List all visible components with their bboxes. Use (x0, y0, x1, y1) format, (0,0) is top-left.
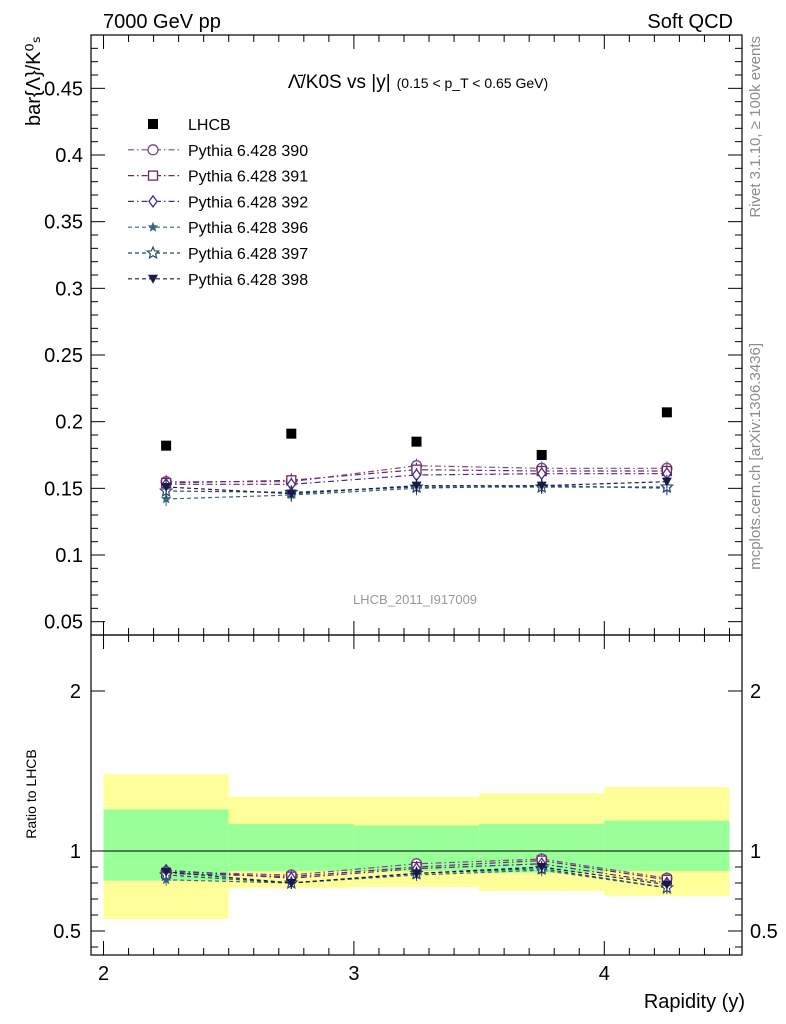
y-tick-label: 0.2 (55, 412, 83, 434)
ratio-point-p398 (661, 880, 672, 890)
y-axis-label-main: bar{Λ}/K⁰ₛ (23, 36, 45, 126)
series-line-p392 (166, 473, 667, 485)
point-p396 (160, 493, 172, 504)
legend-label-p392: Pythia 6.428 392 (188, 194, 308, 211)
y-tick-label: 0.15 (44, 478, 83, 500)
x-axis-label: Rapidity (y) (644, 991, 745, 1013)
legend-marker-p396 (147, 221, 159, 232)
legend-label-p390: Pythia 6.428 390 (188, 143, 308, 160)
band-inner-4 (604, 820, 730, 871)
y-tick-label: 0.05 (44, 612, 83, 634)
y-tick-label: 0.4 (55, 145, 83, 167)
ratio-y-tick-label-right: 2 (750, 681, 761, 703)
legend-marker-p397 (145, 245, 161, 260)
y-tick-label: 0.3 (55, 278, 83, 300)
ratio-line-p392 (166, 863, 667, 884)
legend-marker-lhcb (148, 119, 158, 129)
y-tick-label: 0.35 (44, 212, 83, 234)
legend: LHCB Pythia 6.428 390 Pythia 6.428 391 Pyth… (128, 117, 308, 289)
point-p398 (286, 489, 297, 499)
ratio-point-p398 (161, 867, 172, 877)
band-inner-1 (228, 823, 354, 871)
ratio-point-p398 (536, 863, 547, 872)
ratio-y-tick-label: 0.5 (53, 921, 81, 943)
legend-marker-p398 (148, 274, 158, 284)
watermark: LHCB_2011_I917009 (353, 592, 477, 607)
series-line-p391 (166, 469, 667, 484)
side-text-bottom: mcplots.cern.ch [arXiv:1306.3436] (747, 343, 764, 570)
legend-marker-p390 (147, 144, 159, 156)
y-tick-label: 0.45 (44, 78, 83, 100)
point-p398 (536, 481, 547, 491)
ratio-y-tick-label-right: 0.5 (750, 921, 778, 943)
legend-label-p397: Pythia 6.428 397 (188, 246, 308, 263)
point-p398 (411, 481, 422, 491)
point-lhcb (286, 428, 297, 439)
ratio-point-p398 (411, 869, 422, 879)
y-axis-label-ratio: Ratio to LHCB (23, 749, 39, 838)
x-tick-label: 4 (599, 963, 610, 985)
y-tick-label: 0.25 (44, 345, 83, 367)
plot-title-main: Λ̄/K0S vs |y| (288, 72, 391, 93)
ratio-line-p390 (166, 858, 667, 879)
side-text-top: Rivet 3.1.10, ≥ 100k events (747, 36, 764, 218)
plot-title-sub: (0.15 < p_T < 0.65 GeV) (397, 75, 549, 91)
legend-label-lhcb: LHCB (188, 117, 231, 134)
y-tick-label: 0.1 (55, 545, 83, 567)
ratio-y-tick-label: 2 (70, 681, 81, 703)
plot-title: Λ̄/K0S vs |y| (0.15 < p_T < 0.65 GeV) (288, 72, 548, 93)
header-right: Soft QCD (647, 11, 733, 33)
x-tick-label: 2 (98, 963, 109, 985)
point-lhcb (161, 440, 172, 451)
legend-label-p396: Pythia 6.428 396 (188, 220, 308, 237)
legend-marker-p392 (148, 194, 158, 209)
header-left: 7000 GeV pp (103, 11, 221, 33)
legend-label-p398: Pythia 6.428 398 (188, 272, 308, 289)
x-tick-label: 3 (348, 963, 359, 985)
point-p398 (661, 477, 672, 487)
legend-label-p391: Pythia 6.428 391 (188, 169, 308, 186)
ratio-bands (91, 774, 742, 919)
ratio-y-tick-label-right: 1 (750, 841, 761, 863)
point-lhcb (661, 407, 672, 418)
point-lhcb (536, 450, 547, 460)
series-group (158, 407, 675, 894)
point-p398 (161, 483, 172, 492)
axes: 2 3 4 0.05 0.1 0.15 0.2 0.25 0.3 0.35 0.4 0.45 0.5 0.… (44, 34, 778, 985)
ratio-y-tick-label: 1 (70, 841, 81, 863)
ratio-frame (90, 634, 743, 956)
ratio-point-p398 (286, 879, 297, 888)
point-lhcb (411, 436, 422, 447)
legend-marker-p391 (147, 170, 159, 181)
